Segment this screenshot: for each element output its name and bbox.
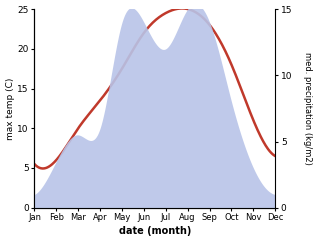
Y-axis label: med. precipitation (kg/m2): med. precipitation (kg/m2) <box>303 52 313 165</box>
X-axis label: date (month): date (month) <box>119 227 191 236</box>
Y-axis label: max temp (C): max temp (C) <box>5 77 15 140</box>
